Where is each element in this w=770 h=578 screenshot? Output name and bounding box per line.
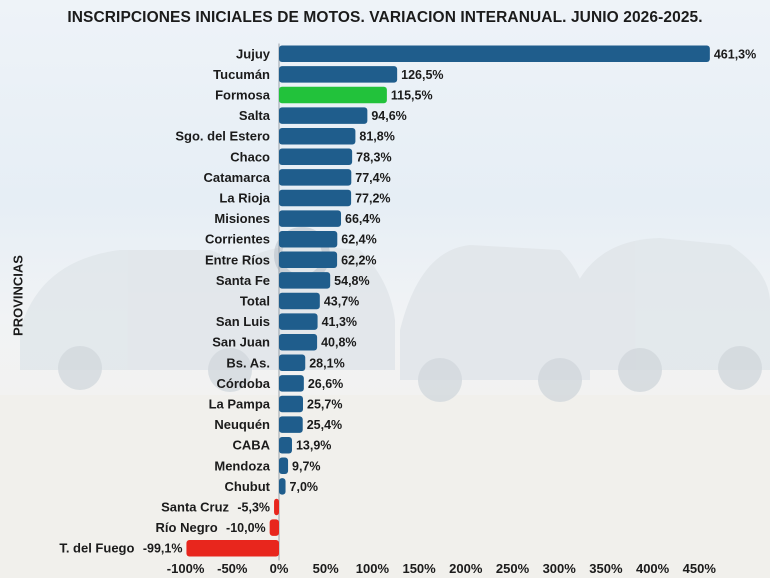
category-label: Chubut [225, 479, 271, 494]
category-label: Santa Fe [216, 273, 270, 288]
x-tick-label: 0% [270, 561, 289, 576]
category-label: San Juan [212, 335, 270, 350]
bar [279, 66, 398, 83]
x-tick-label: -50% [217, 561, 248, 576]
chart-title: INSCRIPCIONES INICIALES DE MOTOS. VARIAC… [67, 9, 703, 26]
bar [279, 313, 318, 330]
category-label: Entre Ríos [205, 252, 270, 267]
bar [279, 354, 306, 372]
data-label: 25,4% [307, 418, 342, 432]
data-label: -10,0% [226, 521, 266, 535]
category-label: Catamarca [204, 170, 271, 185]
bar [279, 416, 303, 433]
data-label: 40,8% [321, 336, 356, 350]
category-label: Corrientes [205, 232, 270, 247]
data-label: 66,4% [345, 212, 380, 226]
x-tick-label: 350% [589, 561, 623, 576]
bar [279, 272, 331, 289]
category-label: Chaco [230, 149, 270, 164]
category-label: T. del Fuego [59, 541, 134, 556]
category-label: San Luis [216, 314, 270, 329]
data-label: 126,5% [401, 68, 443, 82]
bar [279, 189, 352, 207]
data-label: 115,5% [391, 89, 433, 103]
category-label: Bs. As. [226, 355, 270, 370]
bar [279, 457, 289, 475]
category-label: La Pampa [209, 397, 271, 412]
category-label: Río Negro [156, 520, 218, 535]
x-tick-label: 250% [496, 561, 530, 576]
data-label: 43,7% [324, 295, 359, 309]
category-label: La Rioja [219, 191, 270, 206]
x-tick-label: 400% [636, 561, 670, 576]
data-label: 62,4% [341, 233, 376, 247]
data-label: 77,2% [355, 192, 390, 206]
x-tick-label: 100% [356, 561, 390, 576]
data-label: 41,3% [322, 315, 357, 329]
x-tick-label: 150% [402, 561, 436, 576]
x-tick-label: 450% [683, 561, 717, 576]
data-label: 62,2% [341, 253, 376, 267]
data-label: 77,4% [355, 171, 390, 185]
category-label: Neuquén [214, 417, 270, 432]
data-label: 28,1% [309, 356, 344, 370]
category-label: Jujuy [236, 46, 271, 61]
data-label: -99,1% [143, 542, 183, 556]
data-label: -5,3% [237, 501, 270, 515]
bar [279, 127, 356, 145]
category-label: Formosa [215, 88, 271, 103]
data-label: 9,7% [292, 459, 321, 473]
data-label: 7,0% [290, 480, 319, 494]
bar [279, 251, 338, 269]
category-label: Santa Cruz [161, 500, 229, 515]
data-label: 13,9% [296, 439, 331, 453]
bar [279, 107, 368, 124]
data-label: 81,8% [359, 130, 394, 144]
category-label: Total [240, 294, 270, 309]
category-label: Tucumán [213, 67, 270, 82]
x-tick-label: 200% [449, 561, 483, 576]
category-label: Misiones [214, 211, 270, 226]
bar [279, 45, 710, 63]
category-label: CABA [232, 438, 270, 453]
bar [279, 375, 304, 392]
bar [279, 292, 320, 310]
x-tick-label: 50% [313, 561, 339, 576]
category-label: Córdoba [217, 376, 271, 391]
category-label: Mendoza [214, 458, 270, 473]
bar [274, 498, 279, 516]
x-tick-label: -100% [167, 561, 205, 576]
bar [279, 230, 338, 248]
data-label: 78,3% [356, 150, 391, 164]
data-label: 54,8% [334, 274, 369, 288]
bar [279, 436, 292, 454]
bar [279, 86, 387, 104]
bar [279, 210, 342, 227]
x-tick-label: 300% [543, 561, 577, 576]
data-label: 94,6% [371, 109, 406, 123]
bar [279, 333, 318, 351]
bar [279, 478, 286, 495]
bar [279, 395, 304, 413]
bar [269, 519, 279, 536]
data-label: 25,7% [307, 398, 342, 412]
data-label: 26,6% [308, 377, 343, 391]
data-label: 461,3% [714, 47, 756, 61]
bar [186, 539, 279, 557]
bar [279, 169, 352, 186]
category-label: Sgo. del Estero [175, 129, 270, 144]
category-label: Salta [239, 108, 271, 123]
bar [279, 148, 353, 166]
